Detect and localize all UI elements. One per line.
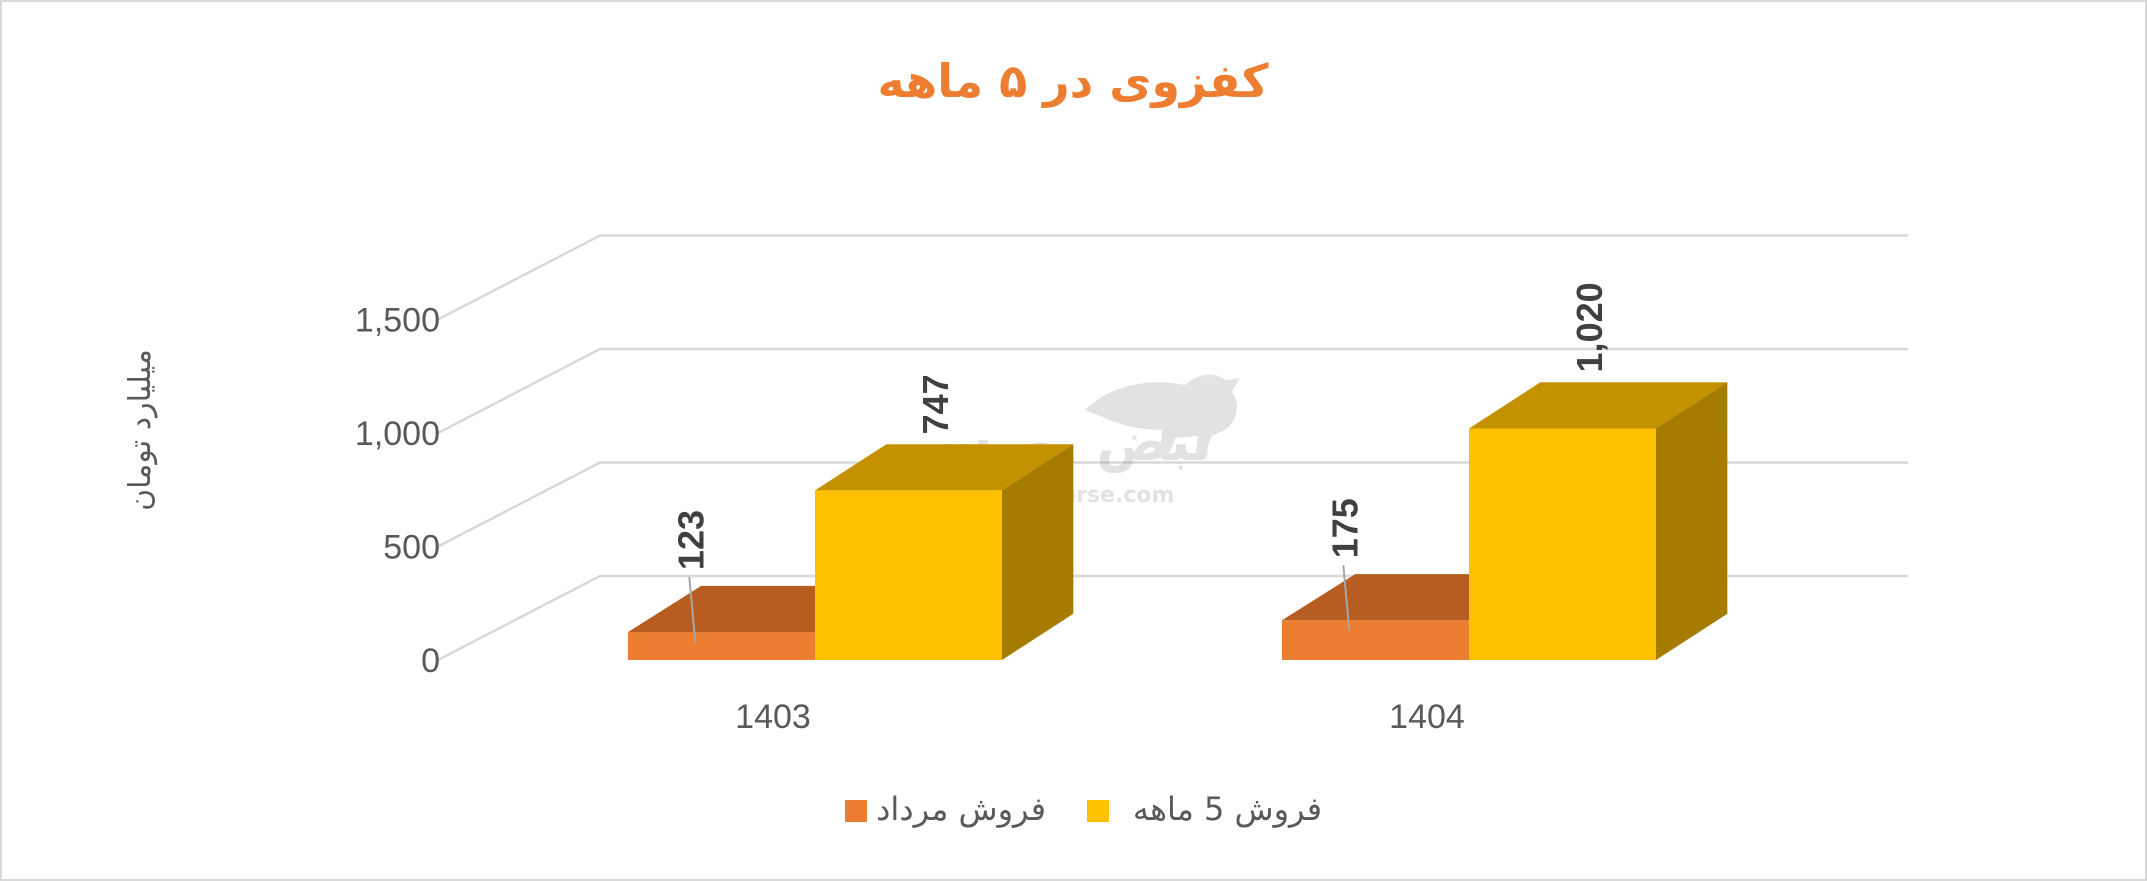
- bar-series1-front: [1282, 620, 1469, 660]
- bar-series2-top: [815, 444, 1074, 491]
- data-label-series1: 123: [670, 510, 711, 570]
- data-label-layer: 123 747 175 1,020: [670, 282, 1610, 643]
- x-tick-label: 1404: [1389, 698, 1465, 736]
- chart-title: کفزوی در ۵ ماهه: [878, 54, 1269, 108]
- data-label-series2: 747: [915, 374, 956, 434]
- x-tick-label: 1403: [735, 698, 811, 736]
- bull-icon: [1085, 374, 1240, 452]
- bar-series2-side: [1002, 444, 1074, 660]
- bar-series2-front: [815, 490, 1002, 660]
- y-axis-label: میلیارد تومان: [123, 349, 158, 511]
- data-label-series2: 1,020: [1569, 282, 1610, 372]
- legend-label-series2: فروش 5 ماهه: [1133, 790, 1322, 828]
- bar-series1-front: [628, 632, 815, 660]
- y-tick-label: 1,000: [355, 415, 440, 453]
- bar-series2-front: [1469, 428, 1656, 660]
- x-tick-layer: 1403 1404: [735, 698, 1465, 736]
- gridline: [437, 234, 1908, 321]
- y-tick-label: 500: [383, 529, 440, 567]
- y-tick-label: 0: [421, 642, 440, 680]
- legend-swatch-series1: [845, 800, 867, 822]
- legend: فروش 5 ماهه فروش مرداد: [845, 790, 1322, 828]
- leader-line: [1342, 565, 1351, 631]
- y-tick-label: 1,500: [355, 302, 440, 340]
- legend-label-series1: فروش مرداد: [876, 790, 1046, 828]
- legend-swatch-series2: [1087, 800, 1109, 822]
- bar-series2-top: [1469, 382, 1728, 429]
- data-label-series1: 175: [1324, 498, 1365, 558]
- leader-line: [688, 576, 697, 643]
- y-tick-layer: 0 500 1,000 1,500: [355, 302, 440, 681]
- bar-layer: [628, 382, 1728, 660]
- gridline: [437, 347, 1908, 435]
- bar-series2-side: [1656, 382, 1728, 660]
